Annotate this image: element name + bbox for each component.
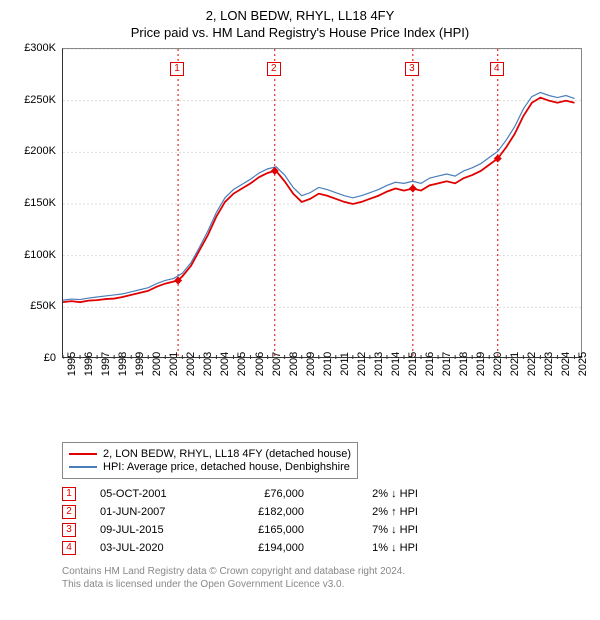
- event-price: £182,000: [224, 506, 304, 518]
- x-tick-label: 1998: [117, 352, 129, 376]
- event-marker-box: 4: [490, 62, 504, 76]
- x-tick-label: 1996: [83, 352, 95, 376]
- x-tick-label: 2017: [441, 352, 453, 376]
- x-tick-label: 2019: [475, 352, 487, 376]
- x-tick-label: 2016: [424, 352, 436, 376]
- y-tick-label: £200K: [12, 145, 56, 157]
- y-tick-label: £250K: [12, 94, 56, 106]
- event-pct: 1% ↓ HPI: [328, 542, 418, 554]
- chart-title: 2, LON BEDW, RHYL, LL18 4FY: [12, 8, 588, 23]
- y-tick-label: £150K: [12, 197, 56, 209]
- x-tick-label: 2024: [560, 352, 572, 376]
- x-tick-label: 2015: [407, 352, 419, 376]
- legend-label: HPI: Average price, detached house, Denb…: [103, 461, 350, 473]
- x-tick-label: 1997: [100, 352, 112, 376]
- event-row: 1 05-OCT-2001 £76,000 2% ↓ HPI: [62, 487, 588, 501]
- event-table: 1 05-OCT-2001 £76,000 2% ↓ HPI 2 01-JUN-2007 £…: [62, 487, 588, 555]
- event-price: £194,000: [224, 542, 304, 554]
- x-tick-label: 2021: [509, 352, 521, 376]
- event-marker-box: 2: [267, 62, 281, 76]
- y-tick-label: £0: [12, 352, 56, 364]
- x-tick-label: 2005: [236, 352, 248, 376]
- legend-swatch: [69, 453, 97, 455]
- event-row: 4 03-JUL-2020 £194,000 1% ↓ HPI: [62, 541, 588, 555]
- event-num-box: 1: [62, 487, 76, 501]
- x-tick-label: 1999: [134, 352, 146, 376]
- legend: 2, LON BEDW, RHYL, LL18 4FY (detached ho…: [62, 442, 358, 479]
- x-tick-label: 2000: [151, 352, 163, 376]
- y-tick-label: £300K: [12, 42, 56, 54]
- event-date: 05-OCT-2001: [100, 488, 200, 500]
- event-row: 2 01-JUN-2007 £182,000 2% ↑ HPI: [62, 505, 588, 519]
- event-pct: 7% ↓ HPI: [328, 524, 418, 536]
- event-num-box: 4: [62, 541, 76, 555]
- x-tick-label: 2014: [390, 352, 402, 376]
- attribution: Contains HM Land Registry data © Crown c…: [62, 565, 562, 591]
- x-tick-label: 2022: [526, 352, 538, 376]
- legend-label: 2, LON BEDW, RHYL, LL18 4FY (detached ho…: [103, 448, 351, 460]
- attribution-line1: Contains HM Land Registry data © Crown c…: [62, 565, 562, 578]
- x-tick-label: 2007: [271, 352, 283, 376]
- y-tick-label: £50K: [12, 300, 56, 312]
- event-price: £76,000: [224, 488, 304, 500]
- x-tick-label: 2009: [305, 352, 317, 376]
- event-marker-box: 3: [405, 62, 419, 76]
- y-tick-label: £100K: [12, 249, 56, 261]
- x-tick-label: 2018: [458, 352, 470, 376]
- event-num-box: 2: [62, 505, 76, 519]
- x-tick-label: 2013: [373, 352, 385, 376]
- event-num-box: 3: [62, 523, 76, 537]
- x-tick-label: 2012: [356, 352, 368, 376]
- x-tick-label: 2011: [339, 352, 351, 376]
- legend-row: 2, LON BEDW, RHYL, LL18 4FY (detached ho…: [69, 448, 351, 460]
- x-tick-label: 2001: [168, 352, 180, 376]
- x-tick-label: 1995: [66, 352, 78, 376]
- event-date: 03-JUL-2020: [100, 542, 200, 554]
- x-tick-label: 2020: [492, 352, 504, 376]
- chart-area: £0£50K£100K£150K£200K£250K£300K 19951996…: [12, 48, 588, 398]
- legend-row: HPI: Average price, detached house, Denb…: [69, 461, 351, 473]
- event-row: 3 09-JUL-2015 £165,000 7% ↓ HPI: [62, 523, 588, 537]
- event-dot: [409, 185, 417, 193]
- x-tick-label: 2025: [577, 352, 589, 376]
- x-tick-label: 2006: [254, 352, 266, 376]
- x-tick-label: 2004: [219, 352, 231, 376]
- event-pct: 2% ↑ HPI: [328, 506, 418, 518]
- chart-subtitle: Price paid vs. HM Land Registry's House …: [12, 25, 588, 40]
- event-price: £165,000: [224, 524, 304, 536]
- event-date: 01-JUN-2007: [100, 506, 200, 518]
- attribution-line2: This data is licensed under the Open Gov…: [62, 578, 562, 591]
- plot-area: [62, 48, 582, 358]
- legend-swatch: [69, 466, 97, 468]
- x-tick-label: 2003: [202, 352, 214, 376]
- event-date: 09-JUL-2015: [100, 524, 200, 536]
- event-pct: 2% ↓ HPI: [328, 488, 418, 500]
- x-tick-label: 2008: [288, 352, 300, 376]
- x-tick-label: 2010: [322, 352, 334, 376]
- x-tick-label: 2023: [543, 352, 555, 376]
- series-hpi: [63, 92, 574, 300]
- plot-svg: [63, 49, 583, 359]
- event-marker-box: 1: [170, 62, 184, 76]
- x-tick-label: 2002: [185, 352, 197, 376]
